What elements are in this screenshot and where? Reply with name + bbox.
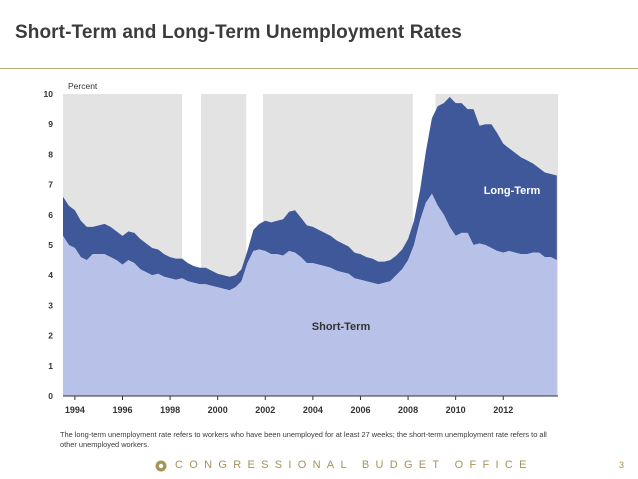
y-tick-label-3: 3 [48, 300, 53, 310]
y-tick-label-9: 9 [48, 119, 53, 129]
y-tick-label-10: 10 [44, 89, 54, 99]
x-tick-label-2000: 2000 [208, 405, 228, 415]
slide-title: Short-Term and Long-Term Unemployment Ra… [15, 22, 462, 43]
short-term-area [63, 193, 557, 396]
axes: 0 1 2 3 4 5 6 7 8 9 10 1994 1996 1998 2000 2002 2004 2006… [44, 89, 558, 415]
y-tick-label-8: 8 [48, 149, 53, 159]
footnote: The long-term unemployment rate refers t… [60, 430, 547, 449]
y-tick-label-5: 5 [48, 240, 53, 250]
long-term-area [63, 97, 557, 291]
long-term-label: Long-Term [484, 185, 541, 197]
cbo-logo-icon [155, 460, 167, 472]
unemployment-chart: 0 1 2 3 4 5 6 7 8 9 10 1994 1996 1998 2000 2002 2004 2006… [44, 81, 558, 415]
y-tick-label-6: 6 [48, 210, 53, 220]
title-divider [0, 68, 638, 69]
short-term-label: Short-Term [312, 321, 371, 333]
x-tick-label-2004: 2004 [303, 405, 323, 415]
area-series [63, 97, 557, 396]
footer-organization: CONGRESSIONAL BUDGET OFFICE [175, 459, 533, 471]
y-tick-label-0: 0 [48, 391, 53, 401]
page-number: 3 [618, 460, 624, 470]
x-tick-label-1996: 1996 [112, 405, 132, 415]
x-tick-label-2006: 2006 [350, 405, 370, 415]
y-axis-label: Percent [68, 81, 98, 91]
x-tick-label-1994: 1994 [65, 405, 85, 415]
y-tick-label-1: 1 [48, 361, 53, 371]
x-tick-label-1998: 1998 [160, 405, 180, 415]
x-tick-label-2012: 2012 [493, 405, 513, 415]
x-tick-label-2002: 2002 [255, 405, 275, 415]
x-tick-label-2008: 2008 [398, 405, 418, 415]
y-tick-label-7: 7 [48, 180, 53, 190]
y-tick-label-4: 4 [48, 270, 53, 280]
x-tick-label-2010: 2010 [446, 405, 466, 415]
y-tick-label-2: 2 [48, 331, 53, 341]
footer: CONGRESSIONAL BUDGET OFFICE 3 [0, 456, 638, 479]
